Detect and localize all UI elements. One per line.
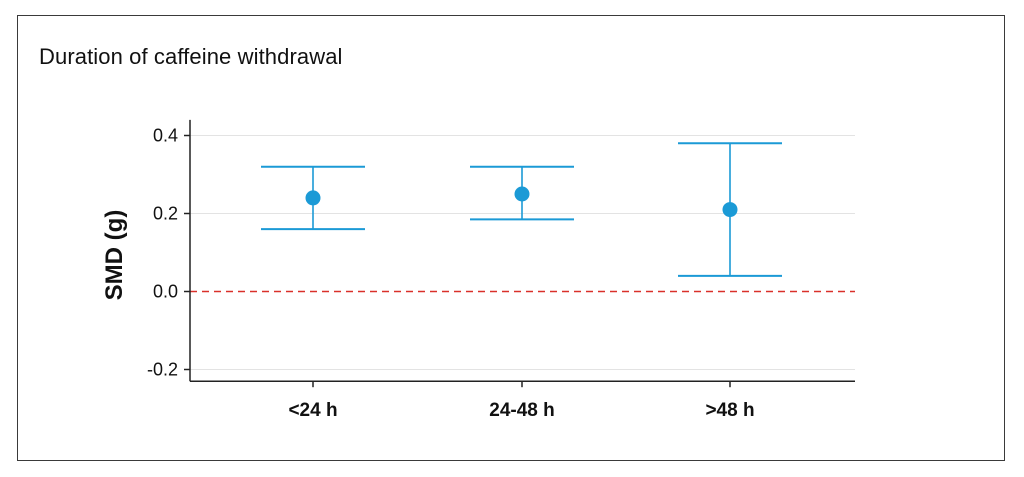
data-point — [305, 190, 321, 206]
x-category-label: <24 h — [288, 400, 337, 421]
label-layer: 0.4 0.2 0.0 -0.2 <24 h 24-48 h >48 h — [147, 126, 755, 422]
chart-frame — [17, 15, 1005, 461]
chart-title: Duration of caffeine withdrawal — [39, 44, 343, 69]
data-point — [722, 202, 738, 218]
y-tick-label: 0.0 — [153, 282, 178, 302]
y-tick-label: -0.2 — [147, 360, 178, 380]
x-category-label: 24-48 h — [489, 400, 554, 421]
axis-layer — [184, 119, 855, 388]
y-axis-title: SMD (g) — [101, 210, 128, 301]
data-point — [514, 186, 530, 202]
mark-layer — [261, 142, 782, 277]
x-category-label: >48 h — [705, 400, 754, 421]
y-tick-label: 0.4 — [153, 126, 178, 146]
y-tick-label: 0.2 — [153, 204, 178, 224]
